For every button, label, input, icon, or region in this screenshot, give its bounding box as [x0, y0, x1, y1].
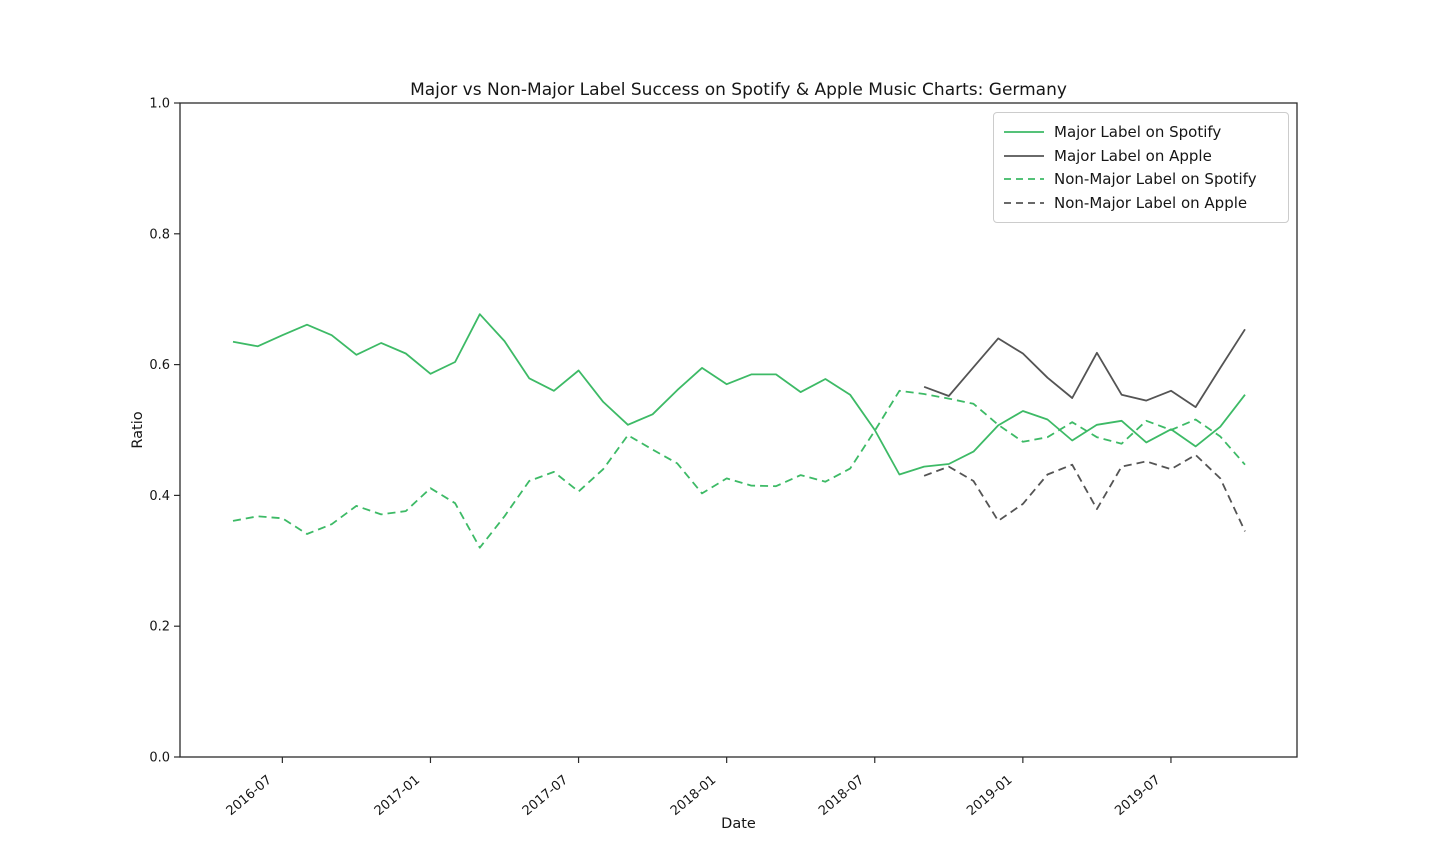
legend-line-sample [1004, 130, 1044, 133]
x-tick-label: 2017-01 [372, 773, 423, 819]
legend: Major Label on Spotify Major Label on App… [993, 112, 1289, 223]
series-line-major-label-on-spotify [232, 313, 1246, 476]
legend-label: Major Label on Spotify [1054, 122, 1222, 141]
legend-item: Non-Major Label on Apple [1003, 191, 1278, 215]
legend-line-sample [1004, 154, 1044, 157]
y-tick-label: 1.0 [149, 97, 170, 112]
y-tick-label: 0.0 [149, 751, 170, 766]
x-tick-label: 2018-07 [816, 773, 867, 819]
y-tick-label: 0.4 [149, 489, 170, 504]
x-tick-label: 2018-01 [668, 773, 719, 819]
x-tick-label: 2019-01 [964, 773, 1015, 819]
legend-item: Non-Major Label on Spotify [1003, 168, 1278, 192]
legend-line-sample [1004, 202, 1044, 205]
x-tick-label: 2016-07 [224, 773, 275, 819]
series-line-non-major-label-on-apple [923, 453, 1246, 532]
y-tick-label: 0.2 [149, 620, 170, 635]
y-tick-label: 0.6 [149, 358, 170, 373]
legend-line-sample [1004, 178, 1044, 181]
x-tick-label: 2017-07 [520, 773, 571, 819]
series-line-major-label-on-apple [923, 328, 1246, 409]
legend-item: Major Label on Spotify [1003, 120, 1278, 144]
x-tick-label: 2019-07 [1112, 773, 1163, 819]
legend-item: Major Label on Apple [1003, 144, 1278, 168]
x-axis-label: Date [721, 816, 756, 832]
series-line-non-major-label-on-spotify [232, 389, 1246, 549]
legend-label: Non-Major Label on Apple [1054, 194, 1248, 213]
axes-spines [179, 102, 1298, 758]
legend-label: Major Label on Apple [1054, 146, 1212, 165]
legend-label: Non-Major Label on Spotify [1054, 170, 1257, 189]
chart-title: Major vs Non-Major Label Success on Spot… [410, 80, 1067, 100]
y-tick-label: 0.8 [149, 227, 170, 242]
